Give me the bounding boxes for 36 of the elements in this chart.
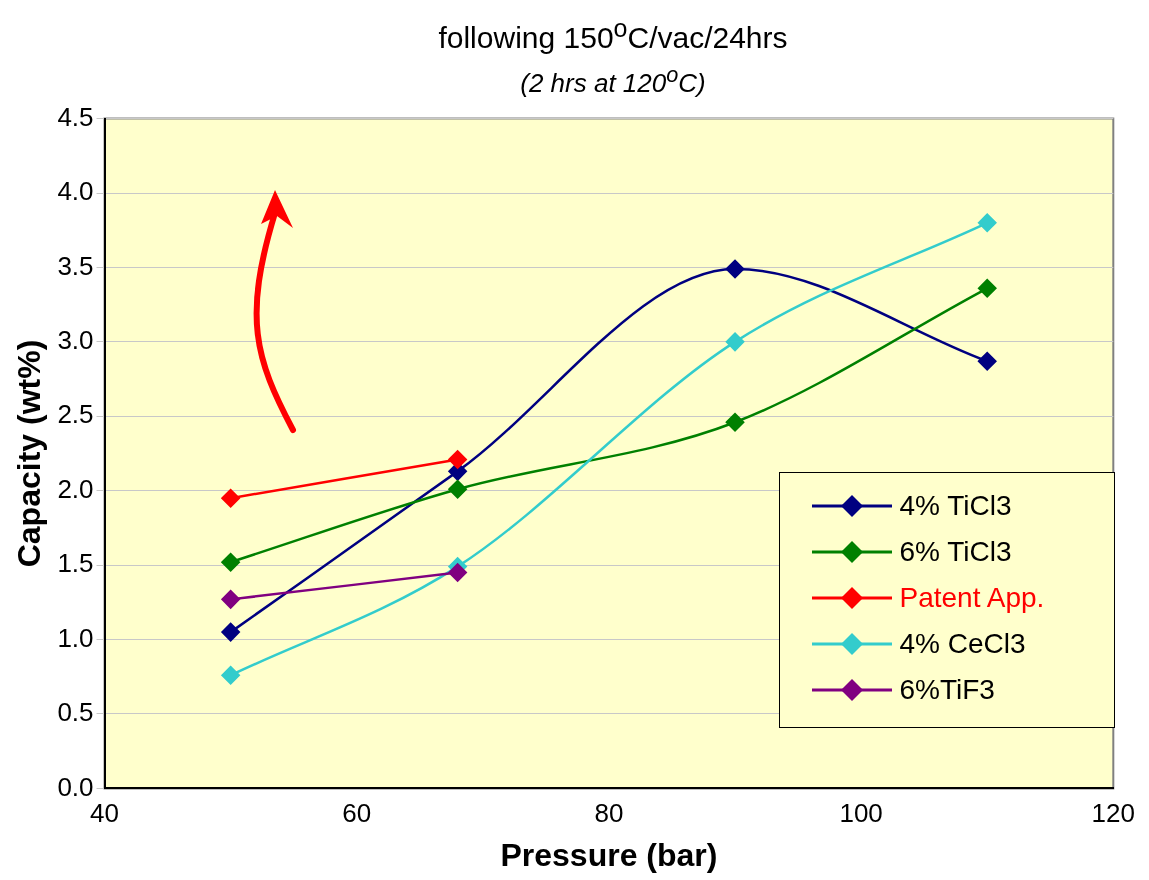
point: [448, 562, 467, 582]
point: [221, 488, 240, 508]
y-tick-label: 4.5: [57, 101, 94, 132]
point: [977, 213, 997, 232]
y-tick-label: 2.0: [57, 473, 94, 504]
point: [221, 665, 240, 685]
point: [977, 278, 997, 298]
point: [448, 479, 467, 499]
x-tick-label: 80: [594, 797, 624, 828]
y-tick-label: 3.0: [57, 324, 94, 355]
x-axis-title: Pressure (bar): [500, 836, 718, 873]
legend-label: Patent App.: [899, 582, 1045, 615]
y-tick-label: 3.5: [57, 250, 94, 281]
legend-label: 6% TiCl3: [899, 536, 1012, 569]
legend-label: 4% TiCl3: [899, 490, 1012, 523]
y-tick-label: 1.0: [57, 622, 94, 653]
legend-label: 6%TiF3: [899, 674, 995, 707]
y-tick-label: 4.0: [57, 175, 94, 206]
y-tick-label: 1.5: [57, 547, 94, 578]
x-tick-label: 100: [839, 797, 883, 828]
point: [725, 332, 745, 351]
point: [448, 449, 467, 469]
legend-label: 4% CeCl3: [899, 628, 1026, 661]
point: [221, 622, 240, 642]
point: [725, 412, 745, 432]
x-tick-label: 120: [1091, 797, 1136, 828]
point: [221, 589, 240, 609]
y-tick-label: 0.5: [57, 696, 94, 727]
y-axis-title: Capacity (wt%): [11, 339, 48, 567]
chart-subtitle: (2 hrs at 120$^{o}$C): [519, 61, 707, 100]
point: [725, 259, 745, 278]
point: [221, 552, 240, 572]
y-tick-label: 2.5: [57, 399, 94, 430]
chart-title: following 150$^{o}$C/vac/24hrs: [437, 13, 789, 56]
point: [977, 351, 997, 371]
x-tick-label: 60: [342, 797, 372, 828]
